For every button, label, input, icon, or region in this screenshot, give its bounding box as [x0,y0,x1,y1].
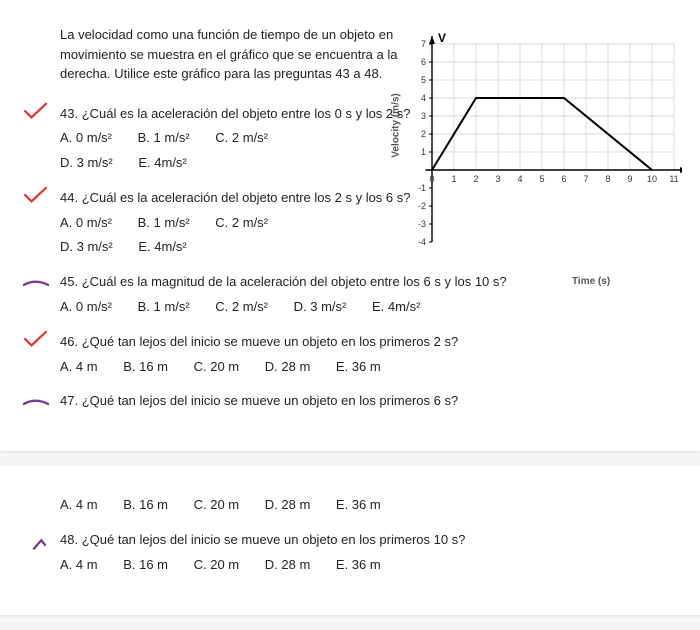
question-44: 44. ¿Cuál es la aceleración del objeto e… [60,188,670,258]
checkmark-icon [32,534,60,561]
option-d: D. 3 m/s² [60,237,113,258]
question-number: 44. [60,190,78,205]
svg-text:7: 7 [583,174,588,184]
option-a: A. 0 m/s² [60,213,112,234]
page-2: A. 4 m B. 16 m C. 20 m D. 28 m E. 36 m 4… [0,466,700,614]
question-text: ¿Cuál es la magnitud de la aceleración d… [82,274,507,289]
svg-text:11: 11 [669,174,678,184]
option-b: B. 1 m/s² [138,128,190,149]
svg-text:7: 7 [421,39,426,49]
checkmark-icon [22,186,50,213]
options-row-2: D. 3 m/s² E. 4m/s² [60,153,670,174]
question-number: 45. [60,274,78,289]
svg-text:2: 2 [473,174,478,184]
question-text: ¿Qué tan lejos del inicio se mueve un ob… [82,334,458,349]
option-b: B. 1 m/s² [138,297,190,318]
option-d: D. 3 m/s² [60,153,113,174]
option-b: B. 16 m [123,357,168,378]
option-a: A. 0 m/s² [60,297,112,318]
option-e: E. 36 m [336,495,381,516]
intro-text: La velocidad como una función de tiempo … [60,25,400,84]
options-row: A. 0 m/s² B. 1 m/s² C. 2 m/s² [60,213,670,234]
option-d: D. 28 m [265,357,311,378]
checkmark-icon [22,274,50,301]
page-1: La velocidad como una función de tiempo … [0,0,700,451]
question-text: ¿Qué tan lejos del inicio se mueve un ob… [82,393,458,408]
option-c: C. 2 m/s² [215,297,268,318]
question-number: 48. [60,532,78,547]
option-b: B. 16 m [123,555,168,576]
question-48: 48. ¿Qué tan lejos del inicio se mueve u… [60,530,670,576]
question-number: 47. [60,393,78,408]
question-text: ¿Cuál es la aceleración del objeto entre… [82,190,411,205]
question-number: 46. [60,334,78,349]
svg-text:6: 6 [421,57,426,67]
question-text: ¿Cuál es la aceleración del objeto entre… [82,106,411,121]
checkmark-icon [22,330,50,357]
options-row-2: D. 3 m/s² E. 4m/s² [60,237,670,258]
option-e: E. 4m/s² [372,297,420,318]
option-e: E. 36 m [336,555,381,576]
options-row: A. 4 m B. 16 m C. 20 m D. 28 m E. 36 m [60,495,670,516]
option-c: C. 20 m [194,555,240,576]
question-text: ¿Qué tan lejos del inicio se mueve un ob… [82,532,466,547]
option-c: C. 20 m [194,357,240,378]
question-number: 43. [60,106,78,121]
question-45: 45. ¿Cuál es la magnitud de la aceleraci… [60,272,670,318]
options-row: A. 4 m B. 16 m C. 20 m D. 28 m E. 36 m [60,555,670,576]
checkmark-icon [22,102,50,129]
svg-text:10: 10 [647,174,657,184]
svg-text:0: 0 [429,174,434,184]
svg-text:8: 8 [605,174,610,184]
option-a: A. 4 m [60,357,98,378]
svg-text:9: 9 [627,174,632,184]
option-b: B. 16 m [123,495,168,516]
checkmark-icon [22,393,50,420]
question-47: 47. ¿Qué tan lejos del inicio se mueve u… [60,391,670,412]
option-d: D. 28 m [265,495,311,516]
options-row: A. 0 m/s² B. 1 m/s² C. 2 m/s² [60,128,670,149]
question-46: 46. ¿Qué tan lejos del inicio se mueve u… [60,332,670,378]
svg-text:1: 1 [451,174,456,184]
option-c: C. 2 m/s² [215,213,268,234]
option-e: E. 36 m [336,357,381,378]
options-row: A. 0 m/s² B. 1 m/s² C. 2 m/s² D. 3 m/s² … [60,297,670,318]
svg-text:4: 4 [421,93,426,103]
option-a: A. 0 m/s² [60,128,112,149]
svg-text:V: V [438,31,446,45]
svg-text:6: 6 [561,174,566,184]
option-c: C. 20 m [194,495,240,516]
option-c: C. 2 m/s² [215,128,268,149]
option-a: A. 4 m [60,495,98,516]
option-d: D. 3 m/s² [294,297,347,318]
svg-text:5: 5 [539,174,544,184]
svg-text:5: 5 [421,75,426,85]
option-b: B. 1 m/s² [138,213,190,234]
option-a: A. 4 m [60,555,98,576]
option-d: D. 28 m [265,555,311,576]
question-47-options: A. 4 m B. 16 m C. 20 m D. 28 m E. 36 m [60,495,670,516]
option-e: E. 4m/s² [138,153,186,174]
options-row: A. 4 m B. 16 m C. 20 m D. 28 m E. 36 m [60,357,670,378]
svg-text:4: 4 [517,174,522,184]
option-e: E. 4m/s² [138,237,186,258]
question-43: 43. ¿Cuál es la aceleración del objeto e… [60,104,670,174]
svg-text:3: 3 [495,174,500,184]
